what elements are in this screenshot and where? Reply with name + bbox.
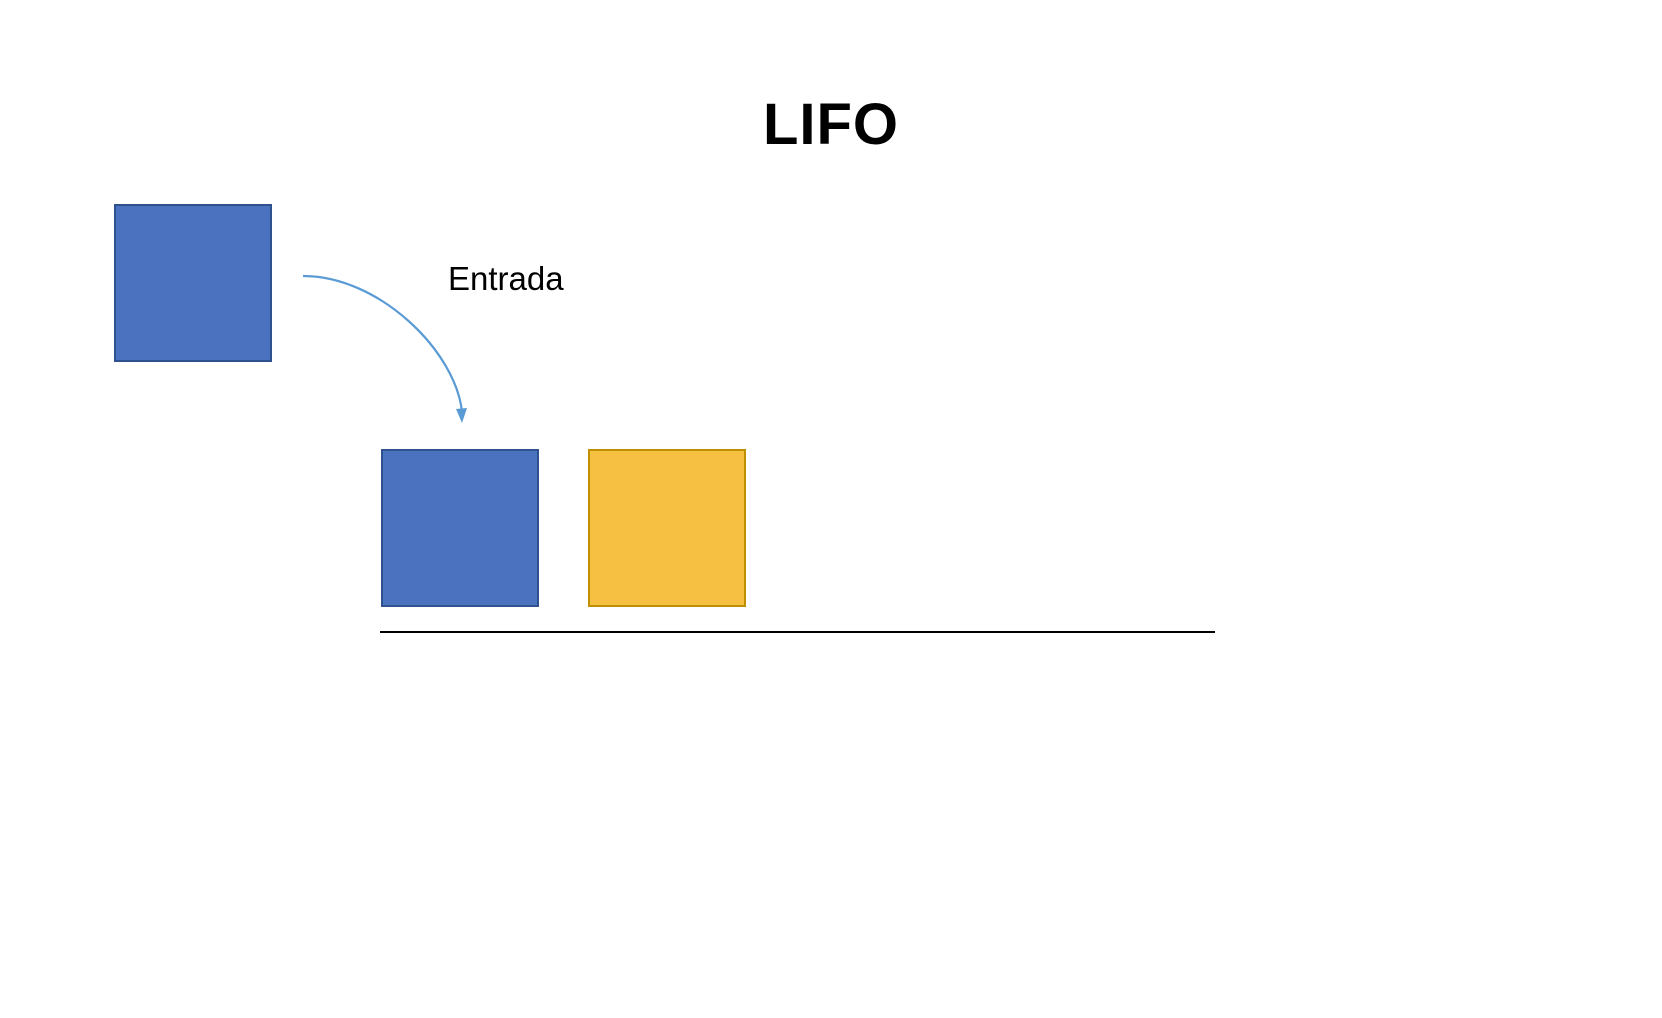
entry-label: Entrada <box>448 260 564 297</box>
incoming-block <box>114 204 272 362</box>
diagram-title: LIFO <box>762 92 900 157</box>
stack-block-yellow <box>588 449 746 607</box>
stack-block-blue <box>381 449 539 607</box>
entry-arrow-curve <box>302 274 464 413</box>
stack-baseline <box>380 631 1215 633</box>
entry-arrow-head <box>456 408 467 423</box>
